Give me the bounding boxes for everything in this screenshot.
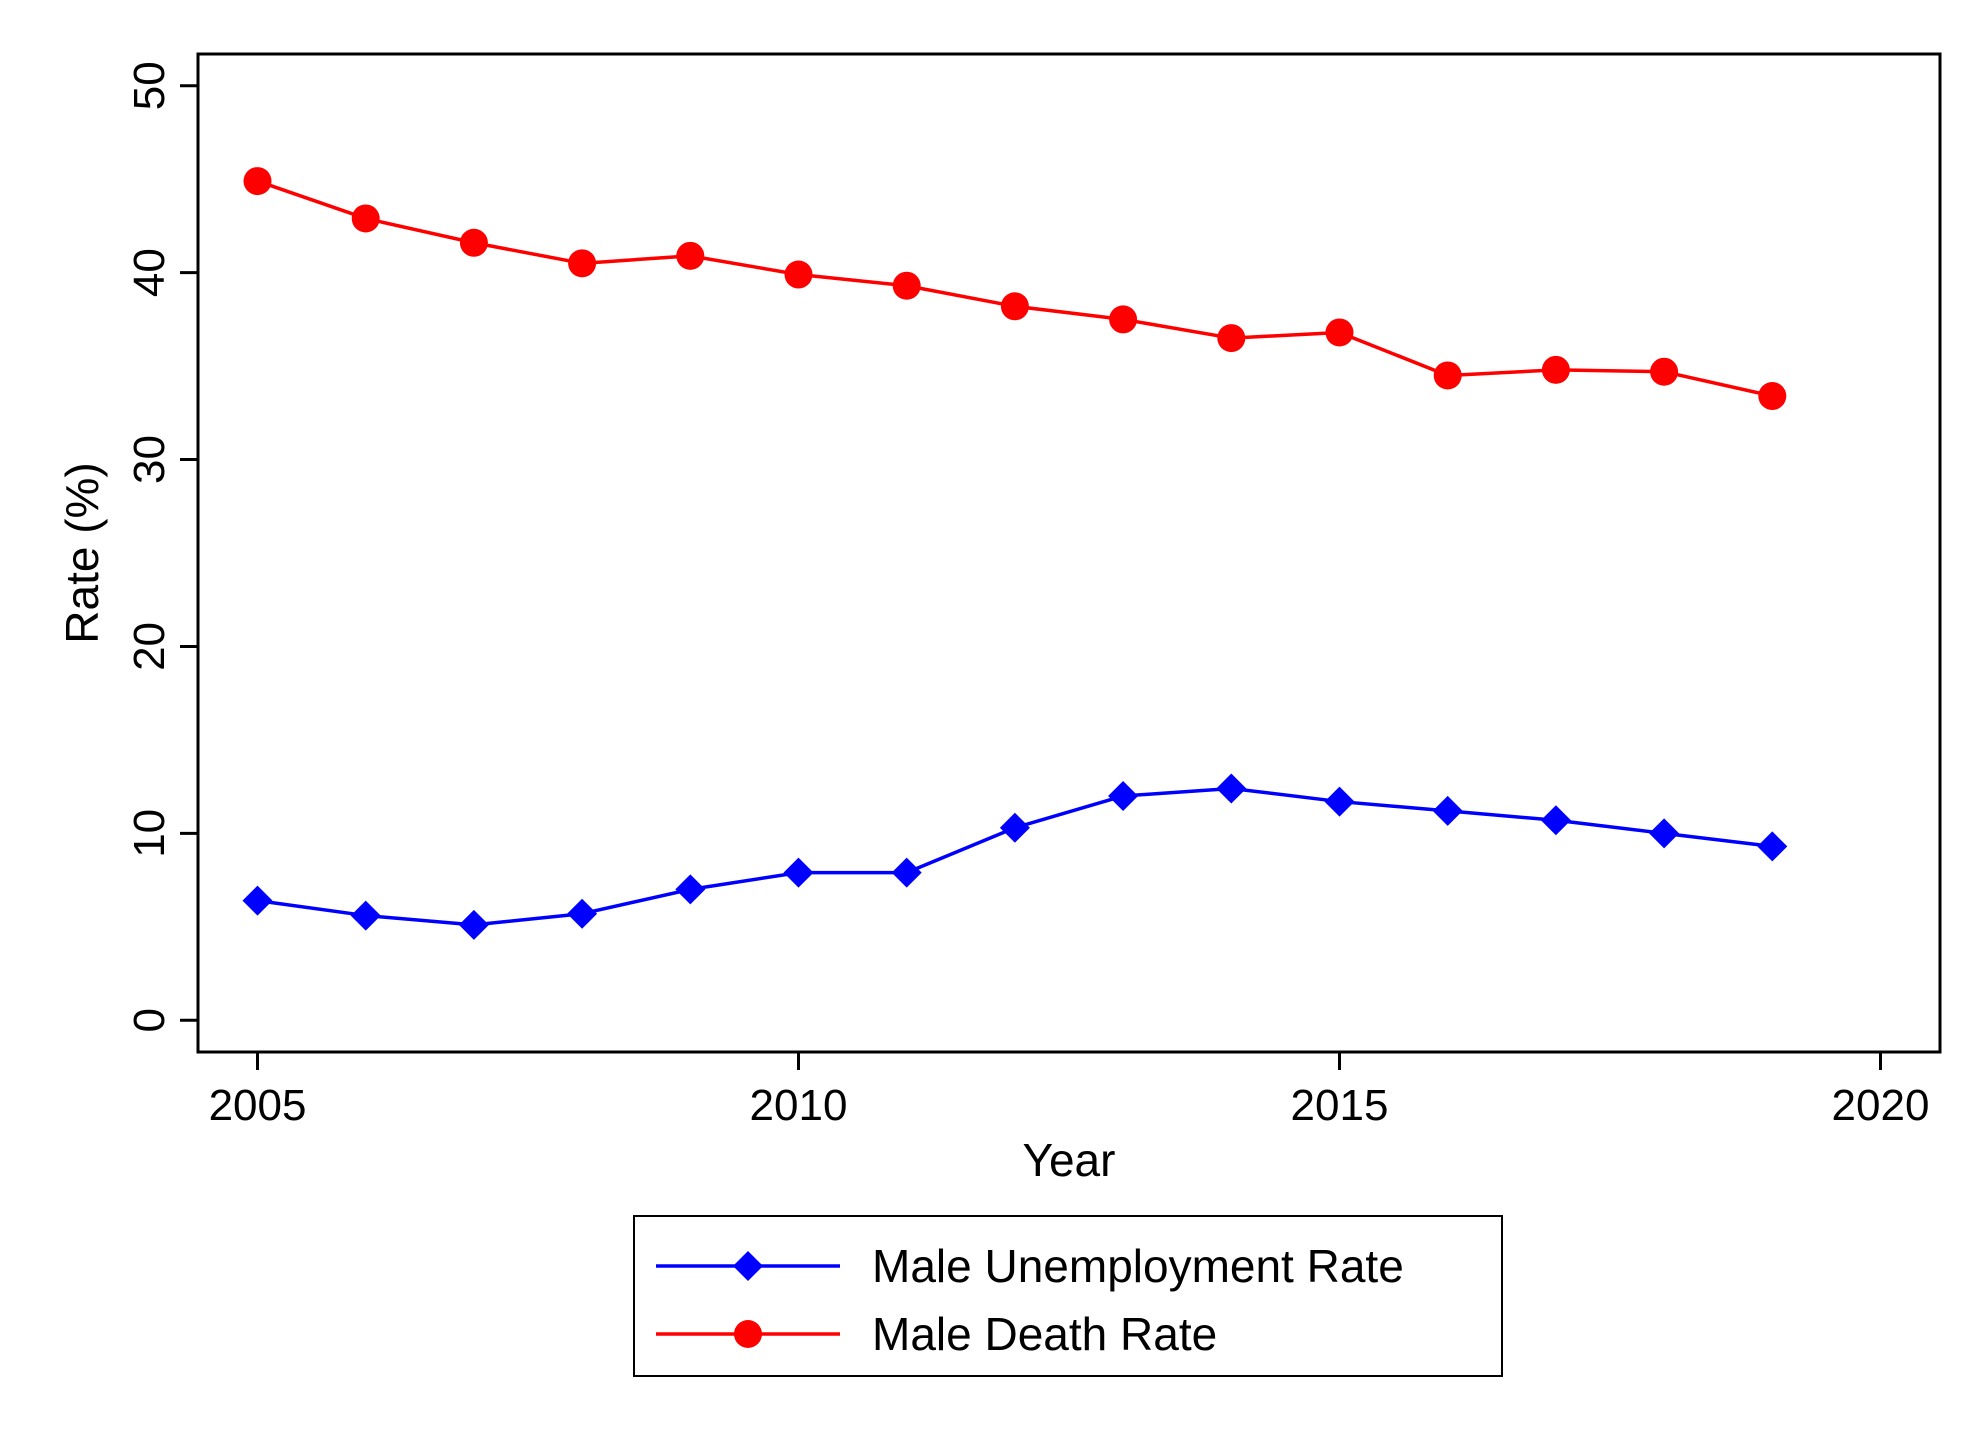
y-tick-label: 30 xyxy=(125,435,174,484)
data-point xyxy=(1433,361,1462,390)
y-tick-label: 0 xyxy=(125,1008,174,1032)
data-point xyxy=(892,271,921,300)
legend-swatch-marker xyxy=(733,1251,763,1281)
data-point xyxy=(784,260,813,289)
data-point xyxy=(783,857,814,888)
series-0 xyxy=(242,773,1788,940)
data-point xyxy=(1650,357,1679,386)
legend-label: Male Death Rate xyxy=(872,1308,1217,1360)
data-point xyxy=(1108,780,1139,811)
data-point xyxy=(459,228,488,257)
data-point xyxy=(1216,773,1247,804)
data-point xyxy=(567,898,598,929)
data-point xyxy=(1540,805,1571,836)
data-point xyxy=(1758,382,1787,411)
legend: Male Unemployment Rate Male Death Rate xyxy=(633,1215,1503,1377)
data-point xyxy=(1324,786,1355,817)
y-tick-label: 40 xyxy=(125,248,174,297)
x-axis: 2005 2010 2015 2020 xyxy=(209,1052,1930,1130)
x-tick-label: 2020 xyxy=(1832,1081,1930,1130)
series-layer xyxy=(242,167,1788,940)
data-point xyxy=(891,857,922,888)
x-tick-label: 2010 xyxy=(750,1081,848,1130)
x-tick-label: 2015 xyxy=(1291,1081,1389,1130)
data-point xyxy=(1325,318,1354,347)
x-tick-label: 2005 xyxy=(209,1081,307,1130)
data-point xyxy=(1432,795,1463,826)
x-axis-title: Year xyxy=(1023,1134,1116,1186)
data-point xyxy=(675,874,706,905)
y-tick-label: 20 xyxy=(125,622,174,671)
data-point xyxy=(1109,305,1138,334)
y-tick-label: 50 xyxy=(125,61,174,110)
data-point xyxy=(1000,292,1029,321)
y-axis: 0 10 20 30 40 50 xyxy=(125,61,198,1032)
data-point xyxy=(1217,324,1246,353)
data-point xyxy=(243,167,272,196)
y-axis-title: Rate (%) xyxy=(56,462,108,643)
data-point xyxy=(350,900,381,931)
legend-swatch-marker xyxy=(734,1320,762,1348)
series-1 xyxy=(243,167,1787,411)
data-point xyxy=(1757,831,1788,862)
legend-label: Male Unemployment Rate xyxy=(872,1240,1404,1292)
legend-box xyxy=(633,1215,1503,1377)
data-point xyxy=(1649,818,1680,849)
data-point xyxy=(676,241,705,270)
data-point xyxy=(351,204,380,233)
data-point xyxy=(568,249,597,278)
plot-frame xyxy=(196,52,1942,1054)
y-tick-label: 10 xyxy=(125,809,174,858)
data-point xyxy=(1541,355,1570,384)
data-point xyxy=(242,885,273,916)
data-point xyxy=(999,812,1030,843)
data-point xyxy=(458,909,489,940)
